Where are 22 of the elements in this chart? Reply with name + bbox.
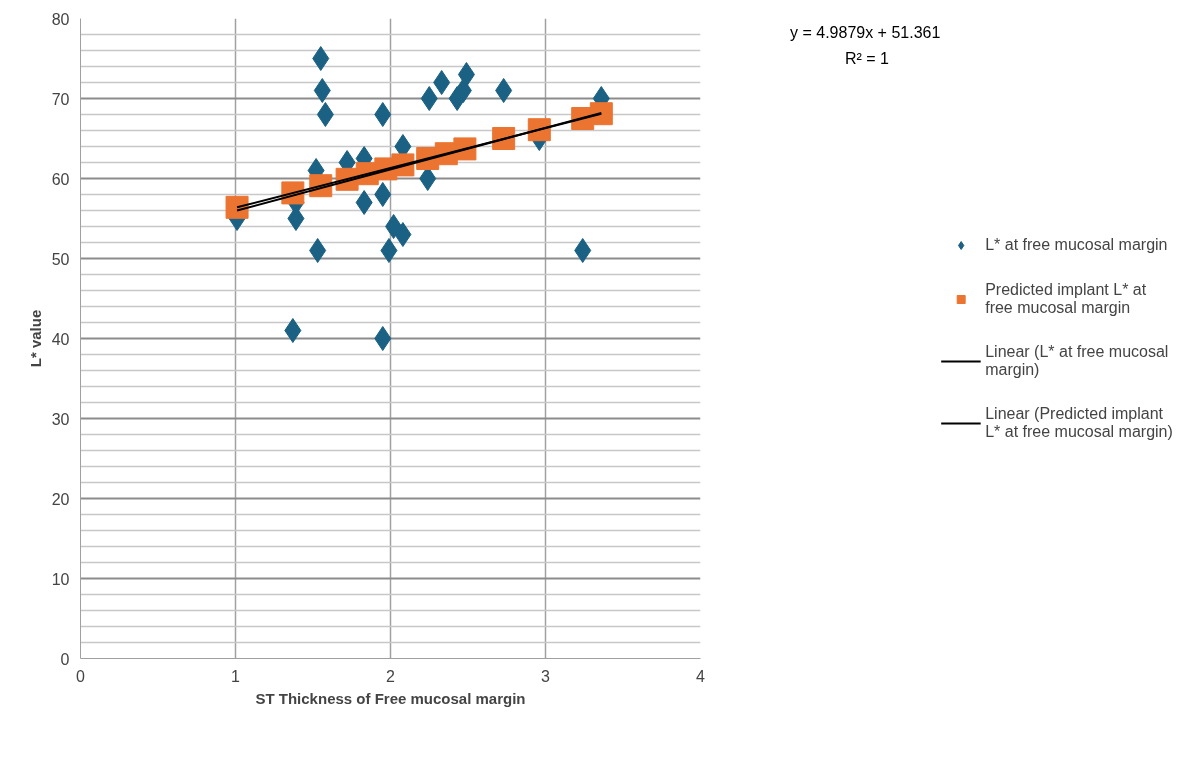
- legend-label: Linear (L* at free mucosal margin): [985, 343, 1169, 379]
- legend-label: Predicted implant L* at free mucosal margin: [985, 281, 1147, 317]
- y-tick-label: 0: [60, 650, 70, 668]
- legend-label: Linear (Predicted implant L* at free mucosal margin): [985, 405, 1173, 441]
- y-tick-label: 50: [51, 250, 70, 268]
- x-tick-label: 4: [696, 667, 706, 685]
- x-tick-label: 0: [76, 667, 86, 685]
- y-tick-label: 10: [51, 570, 70, 588]
- y-tick-label: 70: [51, 90, 70, 108]
- annotation: y = 4.9879x + 51.361: [790, 23, 941, 43]
- y-axis-title: L* value: [26, 309, 44, 368]
- x-tick-label: 3: [541, 667, 551, 685]
- legend-label: L* at free mucosal margin: [985, 236, 1168, 254]
- x-axis-title: ST Thickness of Free mucosal margin: [255, 689, 526, 707]
- y-tick-label: 30: [51, 410, 70, 428]
- x-tick-label: 1: [231, 667, 241, 685]
- y-tick-label: 40: [51, 330, 70, 348]
- annotation: R² = 1: [845, 49, 889, 69]
- y-tick-label: 20: [51, 490, 70, 508]
- y-tick-label: 80: [51, 10, 70, 28]
- y-tick-label: 60: [51, 170, 70, 188]
- x-tick-label: 2: [386, 667, 396, 685]
